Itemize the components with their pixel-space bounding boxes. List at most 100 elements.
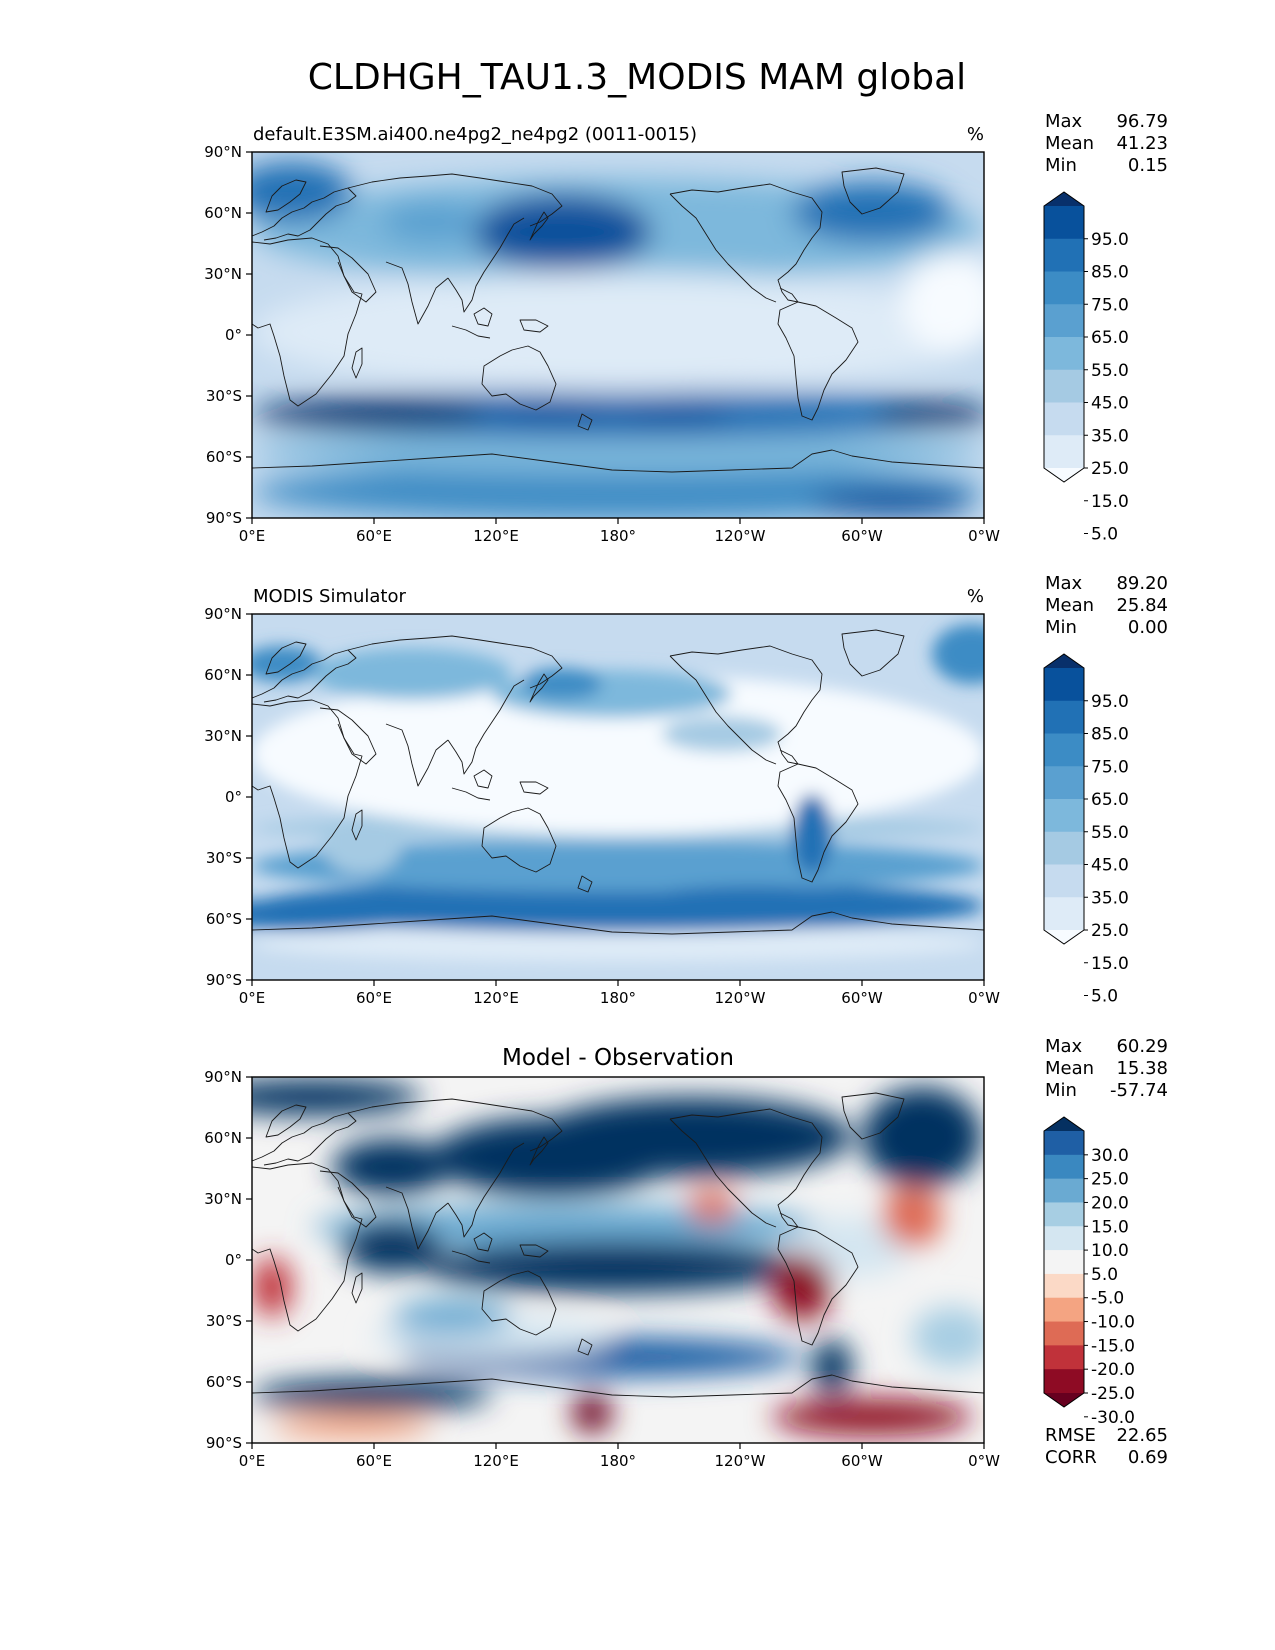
colorbar-extend-max: [1044, 654, 1084, 668]
contour-region: [342, 1221, 442, 1273]
contour-region: [772, 1253, 832, 1321]
stat-label: Max: [1045, 573, 1083, 594]
contour-region: [382, 202, 482, 242]
contour-region: [912, 1307, 984, 1367]
contour-region: [932, 624, 984, 684]
stat-value: 89.20: [1116, 573, 1168, 594]
colorbar-swatch: [1044, 668, 1084, 702]
colorbar-label: 5.0: [1091, 525, 1118, 545]
colorbar-label: 85.0: [1091, 725, 1129, 745]
lat-tick-label: 0°: [225, 326, 242, 344]
figure-title: CLDHGH_TAU1.3_MODIS MAM global: [308, 57, 966, 98]
lon-tick-label: 180°: [600, 527, 636, 545]
contour-region: [792, 794, 832, 874]
colorbar-swatch: [1044, 1226, 1084, 1251]
colorbar-label: 95.0: [1091, 230, 1129, 250]
contour-region: [312, 648, 512, 700]
colorbar-label: 5.0: [1091, 987, 1118, 1007]
contour-region: [572, 1393, 612, 1433]
colorbar-swatch: [1044, 1202, 1084, 1227]
map-shading: [252, 1079, 984, 1439]
lon-tick-label: 120°E: [473, 1452, 519, 1470]
colorbar-swatch: [1044, 1297, 1084, 1323]
contour-region: [662, 716, 782, 752]
lon-tick-label: 0°E: [239, 527, 266, 545]
colorbar-label: -30.0: [1091, 1408, 1135, 1428]
colorbar-swatch: [1044, 766, 1084, 800]
panel-units: %: [967, 586, 984, 607]
lon-tick-label: 180°: [600, 1452, 636, 1470]
colorbar-swatch: [1044, 1345, 1084, 1370]
lon-tick-label: 60°E: [356, 1452, 392, 1470]
lon-tick-label: 0°W: [968, 527, 1000, 545]
lat-tick-label: 90°S: [206, 971, 242, 989]
stat-label: Min: [1045, 155, 1077, 176]
colorbar-swatch: [1044, 1273, 1084, 1299]
contour-region: [332, 1139, 452, 1195]
extra-stat-value: 0.69: [1128, 1447, 1168, 1468]
colorbar-swatch: [1044, 206, 1084, 240]
colorbar-swatch: [1044, 304, 1084, 338]
colorbar-label: 65.0: [1091, 328, 1129, 348]
colorbar-label: 15.0: [1091, 954, 1129, 974]
colorbar-label: 25.0: [1091, 921, 1129, 941]
lat-tick-label: 60°N: [204, 1129, 242, 1147]
colorbar-swatch: [1044, 700, 1084, 734]
lon-tick-label: 0°W: [968, 989, 1000, 1007]
lat-tick-label: 30°N: [204, 265, 242, 283]
contour-region: [252, 464, 984, 518]
lat-tick-label: 60°N: [204, 204, 242, 222]
stat-label: Mean: [1045, 1058, 1094, 1079]
panel-center-title: Model - Observation: [502, 1045, 734, 1071]
stat-label: Min: [1045, 1080, 1077, 1101]
colorbar-swatch: [1044, 1178, 1084, 1203]
colorbar-label: 5.0: [1091, 1265, 1118, 1285]
colorbar-label: 15.0: [1091, 492, 1129, 512]
contour-region: [812, 488, 972, 516]
contour-region: [612, 406, 732, 426]
colorbar-label: 75.0: [1091, 757, 1129, 777]
colorbar-label: 75.0: [1091, 295, 1129, 315]
panel-left-title: MODIS Simulator: [253, 586, 406, 607]
contour-region: [392, 1299, 512, 1335]
lon-tick-label: 0°E: [239, 1452, 266, 1470]
lat-tick-label: 90°S: [206, 509, 242, 527]
stat-label: Min: [1045, 617, 1077, 638]
panel-test: 90°N 60°N 30°N 0° 30°S 60°S 90°S0°E 60°E 120°E 18…: [204, 111, 1168, 545]
lat-tick-label: 90°N: [204, 605, 242, 623]
colorbar-swatch: [1044, 1154, 1084, 1180]
stat-label: Max: [1045, 1036, 1083, 1057]
contour-region: [422, 1241, 802, 1293]
lat-tick-label: 30°N: [204, 727, 242, 745]
contour-region: [252, 674, 984, 834]
colorbar-label: 55.0: [1091, 823, 1129, 843]
colorbar-label: 55.0: [1091, 361, 1129, 381]
lat-tick-label: 90°S: [206, 1434, 242, 1452]
stat-label: Max: [1045, 111, 1083, 132]
colorbar-label: 25.0: [1091, 459, 1129, 479]
lat-tick-label: 30°S: [206, 849, 242, 867]
contour-region: [472, 194, 652, 270]
lat-tick-label: 60°S: [206, 910, 242, 928]
colorbar-label: 95.0: [1091, 692, 1129, 712]
colorbar-label: -5.0: [1091, 1289, 1124, 1309]
stat-value: 0.00: [1128, 617, 1168, 638]
lon-tick-label: 60°W: [841, 989, 883, 1007]
contour-region: [632, 886, 872, 922]
stat-value: -57.74: [1110, 1080, 1168, 1101]
stat-value: 41.23: [1116, 133, 1168, 154]
stat-label: Mean: [1045, 133, 1094, 154]
stat-value: 60.29: [1116, 1036, 1168, 1057]
stat-value: 15.38: [1116, 1058, 1168, 1079]
colorbar-label: 65.0: [1091, 790, 1129, 810]
contour-region: [252, 400, 492, 428]
colorbar-swatch: [1044, 1131, 1084, 1156]
colorbar-swatch: [1044, 238, 1084, 272]
panel-difference: 90°N 60°N 30°N 0° 30°S 60°S 90°S0°E 60°E 120°E 18…: [204, 1036, 1168, 1470]
lon-tick-label: 180°: [600, 989, 636, 1007]
contour-region: [522, 668, 602, 700]
colorbar: 30.0 25.0 20.0 15.0 10.0 5.0 -5.0 -10.0 -15.0 -20…: [1043, 1116, 1135, 1428]
colorbar-label: -10.0: [1091, 1313, 1135, 1333]
colorbar-swatch: [1044, 897, 1084, 931]
lon-tick-label: 60°E: [356, 527, 392, 545]
